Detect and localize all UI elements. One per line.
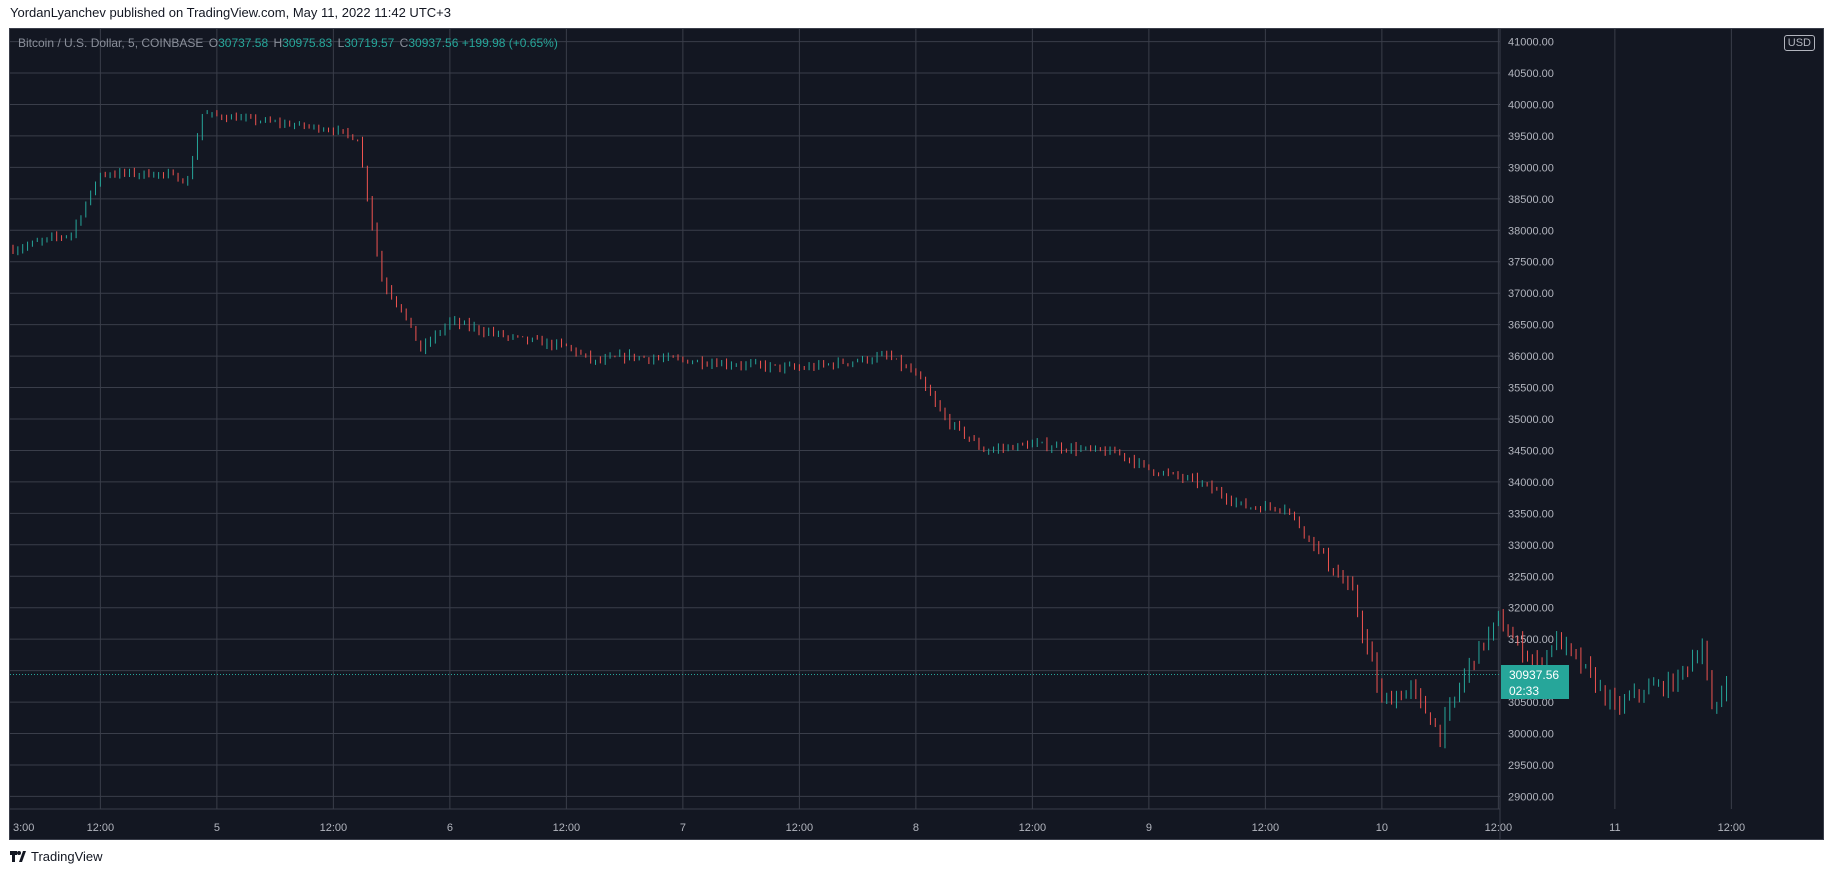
x-tick-label: 8	[913, 822, 919, 834]
chart-frame[interactable]: 41000.00 40500.00 40000.00 39500.00 39000.00…	[9, 28, 1824, 840]
currency-button[interactable]: USD	[1783, 35, 1815, 51]
price-chart[interactable]: 41000.00 40500.00 40000.00 39500.00 39000.00…	[10, 29, 1823, 839]
y-tick-label: 29000.00	[1508, 791, 1554, 803]
open-key: O	[208, 36, 219, 50]
last-price-badge: 30937.56 02:33	[1501, 664, 1569, 699]
y-tick-label: 33000.00	[1508, 540, 1554, 552]
bar-countdown: 02:33	[1509, 683, 1540, 698]
y-tick-label: 36000.00	[1508, 351, 1554, 363]
y-tick-label: 38500.00	[1508, 194, 1554, 206]
high-key: H	[273, 36, 283, 50]
low-value: 30719.57	[344, 36, 395, 50]
x-tick-label: 12:00	[320, 822, 348, 834]
x-tick-label: 10	[1376, 822, 1388, 834]
y-tick-label: 30000.00	[1508, 729, 1554, 741]
y-tick-label: 37000.00	[1508, 288, 1554, 300]
x-tick-label: 7	[680, 822, 686, 834]
x-tick-label: 12:00	[1252, 822, 1280, 834]
y-tick-label: 39000.00	[1508, 162, 1554, 174]
y-tick-label: 40000.00	[1508, 99, 1554, 111]
x-tick-label: 11	[1609, 822, 1620, 834]
ohlc-legend: Bitcoin / U.S. Dollar, 5, COINBASE O3073…	[18, 36, 558, 50]
change-value: +199.98 (+0.65%)	[461, 36, 558, 50]
y-tick-label: 32000.00	[1508, 603, 1554, 615]
publish-header: YordanLyanchev published on TradingView.…	[10, 5, 451, 20]
x-tick-label: 12:00	[553, 822, 581, 834]
symbol-label: Bitcoin / U.S. Dollar, 5, COINBASE	[18, 36, 204, 50]
open-value: 30737.58	[218, 36, 269, 50]
y-tick-label: 41000.00	[1508, 37, 1554, 49]
y-tick-label: 31500.00	[1508, 634, 1554, 646]
y-tick-label: 34000.00	[1508, 477, 1554, 489]
x-tick-label: 5	[214, 822, 220, 834]
x-tick-label: 3:00	[13, 822, 34, 834]
y-tick-label: 33500.00	[1508, 508, 1554, 520]
x-tick-label: 9	[1146, 822, 1152, 834]
close-value: 30937.56	[408, 36, 459, 50]
y-tick-label: 35000.00	[1508, 414, 1554, 426]
y-tick-label: 30500.00	[1508, 697, 1554, 709]
x-tick-label: 12:00	[1019, 822, 1047, 834]
y-tick-label: 37500.00	[1508, 257, 1554, 269]
tradingview-footer[interactable]: TradingView	[10, 849, 103, 864]
y-tick-label: 34500.00	[1508, 445, 1554, 457]
y-tick-label: 39500.00	[1508, 131, 1554, 143]
low-key: L	[337, 36, 345, 50]
candles-group	[12, 110, 1728, 749]
y-tick-label: 32500.00	[1508, 571, 1554, 583]
tradingview-logo-icon	[10, 851, 26, 862]
high-value: 30975.83	[282, 36, 333, 50]
last-price-value: 30937.56	[1509, 667, 1560, 682]
x-tick-label: 12:00	[1485, 822, 1513, 834]
x-tick-label: 12:00	[1718, 822, 1746, 834]
close-key: C	[399, 36, 409, 50]
y-tick-label: 35500.00	[1508, 383, 1554, 395]
y-tick-label: 29500.00	[1508, 760, 1554, 772]
x-tick-label: 12:00	[786, 822, 814, 834]
tradingview-brand: TradingView	[31, 849, 103, 864]
x-tick-label: 6	[447, 822, 453, 834]
x-tick-label: 12:00	[87, 822, 115, 834]
y-tick-label: 36500.00	[1508, 320, 1554, 332]
y-tick-label: 40500.00	[1508, 68, 1554, 80]
y-tick-label: 38000.00	[1508, 225, 1554, 237]
